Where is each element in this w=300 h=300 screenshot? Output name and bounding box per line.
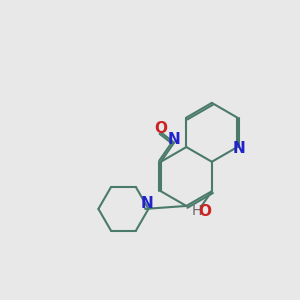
Text: O: O <box>154 121 167 136</box>
Text: N: N <box>140 196 153 211</box>
Text: N: N <box>232 141 245 156</box>
Text: N: N <box>168 132 181 147</box>
Text: O: O <box>199 204 212 219</box>
Text: H: H <box>191 204 202 218</box>
